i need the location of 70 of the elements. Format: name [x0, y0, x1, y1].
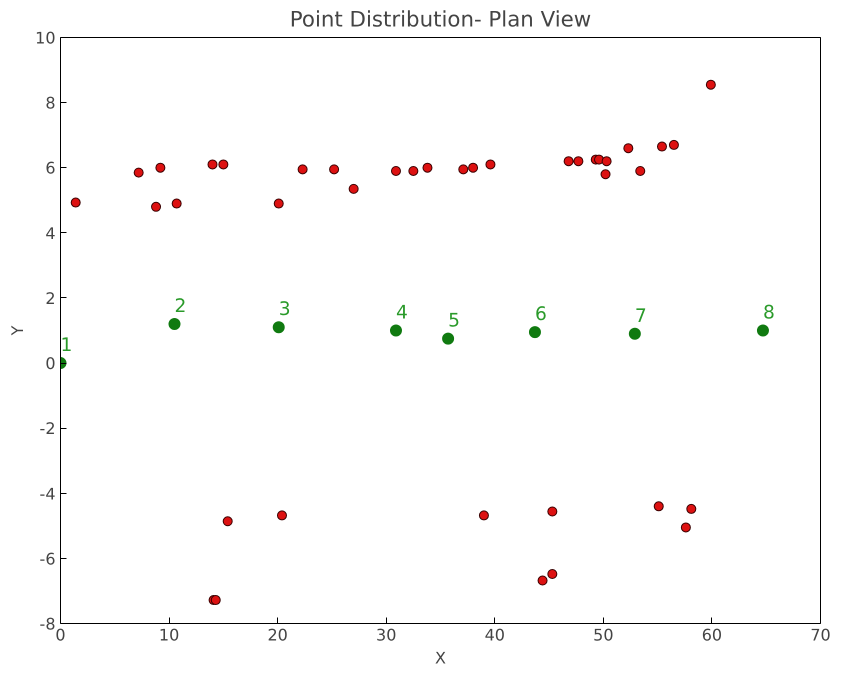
y-axis-title: Y: [8, 325, 28, 336]
point: [635, 166, 646, 176]
point: [218, 159, 228, 170]
point: [348, 184, 359, 194]
point: [602, 156, 612, 166]
point: [272, 321, 285, 334]
y-tick-label: 4: [45, 224, 56, 243]
point: [656, 142, 667, 152]
y-tick-label: -6: [40, 549, 56, 568]
point: [686, 504, 696, 514]
y-tick-label: -2: [40, 419, 56, 438]
y-tick-label: 2: [45, 288, 56, 308]
x-tick-label: 60: [702, 626, 722, 644]
chart-title: Point Distribution- Plan View: [290, 8, 592, 32]
point: [276, 510, 287, 520]
point: [654, 501, 664, 512]
y-tick-label: 6: [45, 158, 56, 178]
point: [628, 328, 641, 340]
point: [408, 166, 418, 176]
point: [623, 143, 634, 154]
x-tick-label: 70: [810, 626, 831, 644]
point: [756, 324, 769, 336]
point: [390, 166, 401, 176]
x-axis-title: X: [435, 648, 446, 668]
x-tick-label: 40: [484, 626, 505, 644]
point: [168, 318, 180, 330]
annotation: 7: [634, 306, 647, 327]
x-tick-label: 30: [376, 626, 396, 644]
point: [172, 198, 182, 209]
point: [600, 169, 611, 180]
point: [478, 510, 489, 520]
y-tick-label: 0: [45, 354, 56, 374]
y-tick-label: 10: [35, 28, 56, 48]
point: [155, 162, 166, 173]
point: [298, 164, 308, 174]
annotation: 8: [762, 302, 775, 324]
point: [547, 569, 558, 580]
point: [134, 168, 144, 178]
annotation: 6: [534, 304, 547, 326]
annotation: 1: [60, 335, 72, 356]
point: [422, 162, 432, 173]
point: [208, 159, 218, 170]
point: [485, 159, 496, 170]
annotation: 2: [174, 296, 186, 317]
point: [442, 332, 454, 345]
point: [70, 198, 81, 208]
x-tick-label: 10: [158, 626, 180, 644]
y-tick-label: -8: [40, 614, 56, 634]
annotation: 5: [448, 310, 460, 332]
point: [458, 164, 468, 174]
point: [151, 202, 162, 212]
y-tick-label: -4: [40, 484, 56, 504]
x-tick-label: 50: [593, 626, 614, 644]
point: [668, 140, 679, 150]
x-tick-label: 20: [267, 626, 288, 644]
point: [706, 80, 716, 90]
point: [468, 162, 478, 173]
point: [274, 198, 284, 209]
point: [573, 156, 584, 166]
point: [222, 516, 233, 526]
annotation: 3: [278, 299, 291, 320]
point: [564, 156, 574, 166]
point: [329, 164, 340, 174]
point: [538, 576, 548, 586]
point: [680, 522, 691, 532]
point: [528, 326, 541, 338]
point: [547, 506, 558, 516]
point: [390, 324, 402, 336]
annotation: 4: [396, 302, 408, 324]
y-tick-label: 8: [45, 94, 56, 113]
